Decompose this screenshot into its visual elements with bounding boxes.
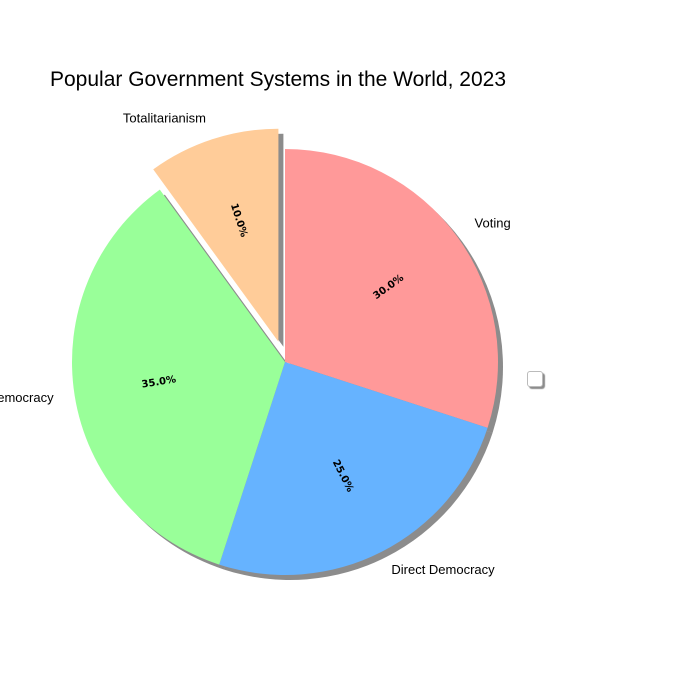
pie-slice-layer [72, 128, 498, 575]
slice-direct-democracy [219, 362, 488, 575]
slice-totalitarianism [153, 128, 279, 342]
slice-label-voting: Voting [475, 216, 511, 231]
slice-label-direct-democracy: Direct Democracy [391, 562, 495, 577]
slice-voting [285, 149, 498, 428]
legend-box [527, 371, 543, 387]
chart-title: Popular Government Systems in the World,… [50, 68, 507, 91]
slice-label-representative-democracy: Representative Democracy [0, 390, 54, 405]
pct-label-representative-democracy: 35.0% [141, 374, 177, 390]
slice-label-totalitarianism: Totalitarianism [123, 110, 206, 125]
slice-representative-democracy [72, 189, 285, 565]
